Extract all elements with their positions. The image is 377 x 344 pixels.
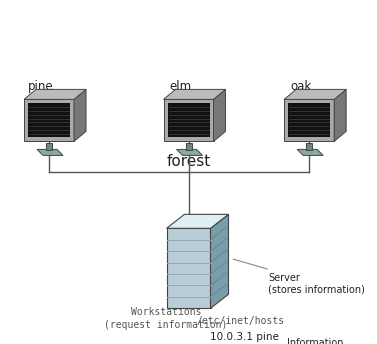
Polygon shape — [164, 89, 225, 99]
Polygon shape — [167, 228, 210, 308]
Polygon shape — [164, 99, 213, 141]
Polygon shape — [74, 89, 86, 141]
Text: Information
(stored on server): Information (stored on server) — [279, 337, 374, 344]
Polygon shape — [167, 104, 210, 137]
Polygon shape — [334, 89, 346, 141]
Polygon shape — [284, 99, 334, 141]
Text: pine: pine — [28, 80, 54, 94]
Polygon shape — [167, 214, 228, 228]
Text: 10.0.3.1 pine: 10.0.3.1 pine — [210, 332, 279, 342]
Polygon shape — [213, 89, 225, 141]
Polygon shape — [37, 149, 63, 155]
Polygon shape — [185, 143, 192, 150]
Text: elm: elm — [169, 80, 192, 94]
Polygon shape — [28, 104, 70, 137]
Text: Workstations
(request information): Workstations (request information) — [104, 307, 228, 330]
Polygon shape — [297, 149, 323, 155]
Text: Server
(stores information): Server (stores information) — [233, 259, 365, 294]
Text: forest: forest — [166, 154, 211, 169]
Polygon shape — [288, 104, 330, 137]
Polygon shape — [176, 149, 202, 155]
Text: oak: oak — [291, 80, 312, 94]
Polygon shape — [46, 143, 52, 150]
Text: /etc/inet/hosts: /etc/inet/hosts — [196, 316, 285, 326]
Polygon shape — [24, 89, 86, 99]
Polygon shape — [284, 89, 346, 99]
Polygon shape — [210, 214, 228, 308]
Polygon shape — [24, 99, 74, 141]
Polygon shape — [306, 143, 312, 150]
